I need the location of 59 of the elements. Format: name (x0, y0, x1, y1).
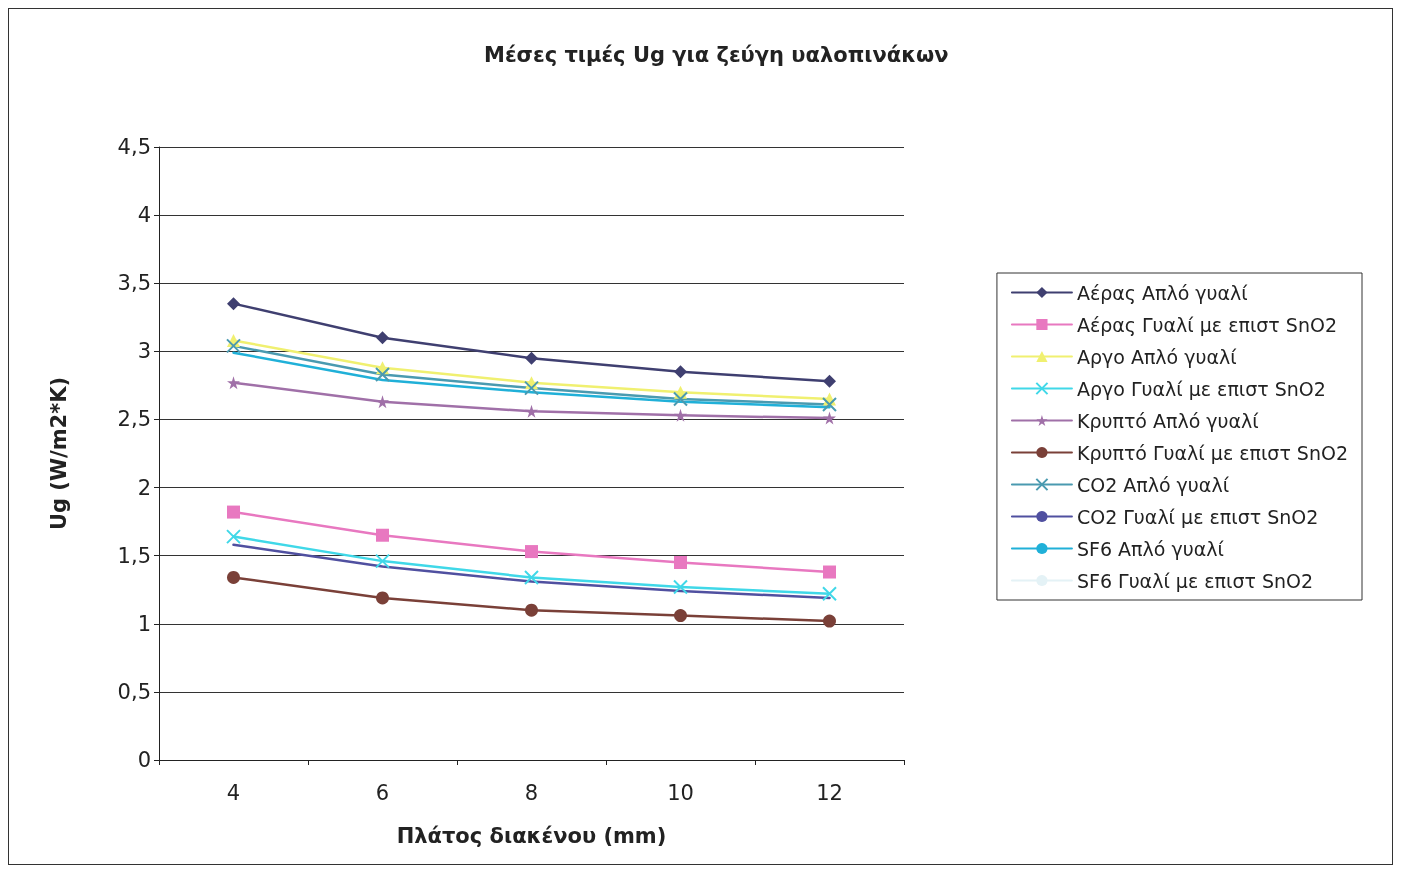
point (376, 331, 389, 345)
y-tick-label: 0,5 (117, 679, 151, 704)
chart-title: Μέσες τιμές Ug για ζεύγη υαλοπινάκων (484, 42, 949, 67)
point (524, 380, 539, 396)
point (525, 603, 538, 617)
legend-label: SF6 Γυαλί με επιστ SnO2 (1076, 569, 1314, 592)
point (227, 505, 240, 519)
y-tick-label: 2,5 (117, 407, 151, 432)
point (674, 555, 687, 569)
x-tick-label: 8 (524, 780, 539, 805)
point (674, 365, 687, 379)
point (227, 297, 240, 311)
legend-label: CO2 Γυαλί με επιστ SnO2 (1076, 505, 1319, 528)
point (673, 579, 688, 595)
legend-label: Αέρας Γυαλί με επιστ SnO2 (1076, 313, 1337, 336)
point (227, 376, 240, 390)
point (823, 411, 836, 425)
point (673, 391, 688, 407)
x-axis-title: Πλάτος διακένου (mm) (396, 823, 667, 848)
point (822, 396, 837, 412)
point (525, 351, 538, 365)
x-tick-label: 6 (375, 780, 390, 805)
point (823, 374, 836, 388)
legend-label: Αργο Γυαλί με επιστ SnO2 (1076, 377, 1326, 400)
point (376, 591, 389, 605)
legend-label: SF6 Απλό γυαλί (1076, 537, 1225, 560)
point (227, 570, 240, 584)
y-axis-title: Ug (W/m2*K) (46, 376, 71, 531)
y-tick-label: 0 (137, 748, 151, 772)
point (226, 529, 241, 545)
y-tick-label: 1 (137, 611, 151, 636)
y-tick-label: 3,5 (117, 271, 151, 296)
point (822, 586, 837, 602)
legend-label: CO2 Απλό γυαλί (1076, 473, 1230, 496)
point (524, 569, 539, 585)
point (823, 614, 836, 628)
point (525, 545, 538, 559)
y-tick-label: 1,5 (117, 543, 151, 568)
point (226, 338, 241, 354)
point (376, 528, 389, 542)
y-tick-label: 3 (137, 339, 151, 364)
point (375, 553, 390, 569)
line-series (232, 543, 831, 600)
y-tick-label: 4 (137, 203, 151, 228)
point (674, 408, 687, 422)
point (674, 609, 687, 623)
legend-label: Αέρας Απλό γυαλί (1076, 281, 1249, 304)
y-tick-label: 2 (137, 475, 151, 500)
y-tick-label: 4,5 (117, 135, 151, 159)
legend-label: Αργο Απλό γυαλί (1076, 345, 1238, 368)
legend-label: Κρυπτό Γυαλί με επιστ SnO2 (1076, 441, 1348, 464)
x-tick-label: 12 (816, 780, 843, 805)
point (375, 366, 390, 382)
x-tick-label: 10 (667, 780, 694, 805)
point (823, 565, 836, 579)
x-tick-label: 4 (226, 780, 241, 805)
point (376, 395, 389, 409)
legend-label: Κρυπτό Απλό γυαλί (1076, 409, 1260, 432)
point (525, 404, 538, 418)
